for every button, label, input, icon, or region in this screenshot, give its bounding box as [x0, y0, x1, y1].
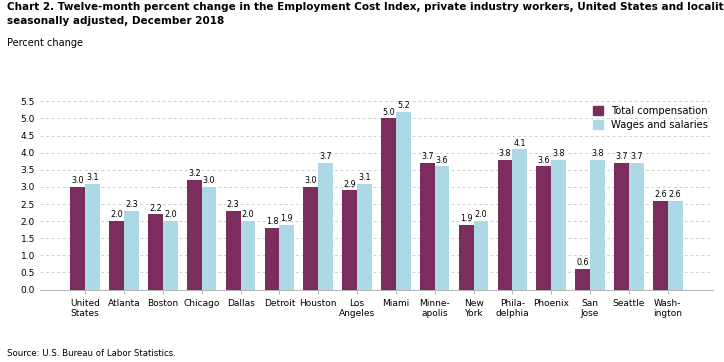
Bar — [614, 163, 629, 290]
Text: 3.6: 3.6 — [436, 156, 448, 165]
Text: 1.9: 1.9 — [460, 214, 473, 223]
Text: 3.2: 3.2 — [188, 169, 201, 178]
Bar — [513, 149, 527, 290]
Bar — [163, 221, 177, 290]
Bar — [148, 214, 163, 290]
Bar — [668, 201, 683, 290]
Bar — [265, 228, 279, 290]
Bar — [497, 160, 513, 290]
Text: 0.6: 0.6 — [576, 258, 589, 268]
Bar — [576, 269, 590, 290]
Text: 2.0: 2.0 — [242, 210, 254, 219]
Text: 3.7: 3.7 — [421, 152, 434, 161]
Bar — [226, 211, 240, 290]
Text: 3.1: 3.1 — [358, 173, 371, 182]
Text: 1.9: 1.9 — [280, 214, 293, 223]
Bar — [342, 190, 357, 290]
Bar — [629, 163, 644, 290]
Text: 3.8: 3.8 — [552, 149, 565, 158]
Text: 5.0: 5.0 — [382, 108, 395, 117]
Text: 2.3: 2.3 — [227, 200, 240, 209]
Text: 3.7: 3.7 — [630, 152, 643, 161]
Text: 3.7: 3.7 — [319, 152, 332, 161]
Bar — [653, 201, 668, 290]
Text: Source: U.S. Bureau of Labor Statistics.: Source: U.S. Bureau of Labor Statistics. — [7, 349, 176, 358]
Text: Chart 2. Twelve-month percent change in the Employment Cost Index, private indus: Chart 2. Twelve-month percent change in … — [7, 2, 724, 12]
Text: 2.0: 2.0 — [110, 210, 123, 219]
Bar — [319, 163, 333, 290]
Text: seasonally adjusted, December 2018: seasonally adjusted, December 2018 — [7, 16, 224, 26]
Bar — [124, 211, 139, 290]
Legend: Total compensation, Wages and salaries: Total compensation, Wages and salaries — [593, 106, 708, 130]
Bar — [396, 111, 411, 290]
Text: 3.0: 3.0 — [203, 176, 215, 185]
Text: 5.2: 5.2 — [397, 101, 410, 110]
Text: 1.8: 1.8 — [266, 217, 278, 226]
Text: 2.6: 2.6 — [654, 190, 667, 199]
Text: 2.0: 2.0 — [475, 210, 487, 219]
Text: 3.1: 3.1 — [86, 173, 98, 182]
Bar — [70, 187, 85, 290]
Bar — [85, 184, 100, 290]
Text: 3.8: 3.8 — [592, 149, 604, 158]
Text: 3.0: 3.0 — [305, 176, 317, 185]
Bar — [303, 187, 319, 290]
Bar — [357, 184, 372, 290]
Text: 2.3: 2.3 — [125, 200, 138, 209]
Text: 3.6: 3.6 — [538, 156, 550, 165]
Bar — [434, 167, 450, 290]
Bar — [109, 221, 124, 290]
Bar — [536, 167, 551, 290]
Bar — [202, 187, 216, 290]
Bar — [381, 118, 396, 290]
Bar — [240, 221, 256, 290]
Bar — [551, 160, 566, 290]
Bar — [473, 221, 488, 290]
Text: 3.8: 3.8 — [499, 149, 511, 158]
Bar — [590, 160, 605, 290]
Bar — [420, 163, 434, 290]
Text: Percent change: Percent change — [7, 38, 83, 48]
Text: 2.9: 2.9 — [343, 180, 356, 189]
Text: 4.1: 4.1 — [513, 139, 526, 148]
Text: 2.6: 2.6 — [669, 190, 681, 199]
Text: 2.0: 2.0 — [164, 210, 177, 219]
Bar — [279, 224, 294, 290]
Bar — [459, 224, 473, 290]
Text: 3.7: 3.7 — [615, 152, 628, 161]
Bar — [187, 180, 202, 290]
Text: 2.2: 2.2 — [149, 203, 162, 212]
Text: 3.0: 3.0 — [72, 176, 84, 185]
